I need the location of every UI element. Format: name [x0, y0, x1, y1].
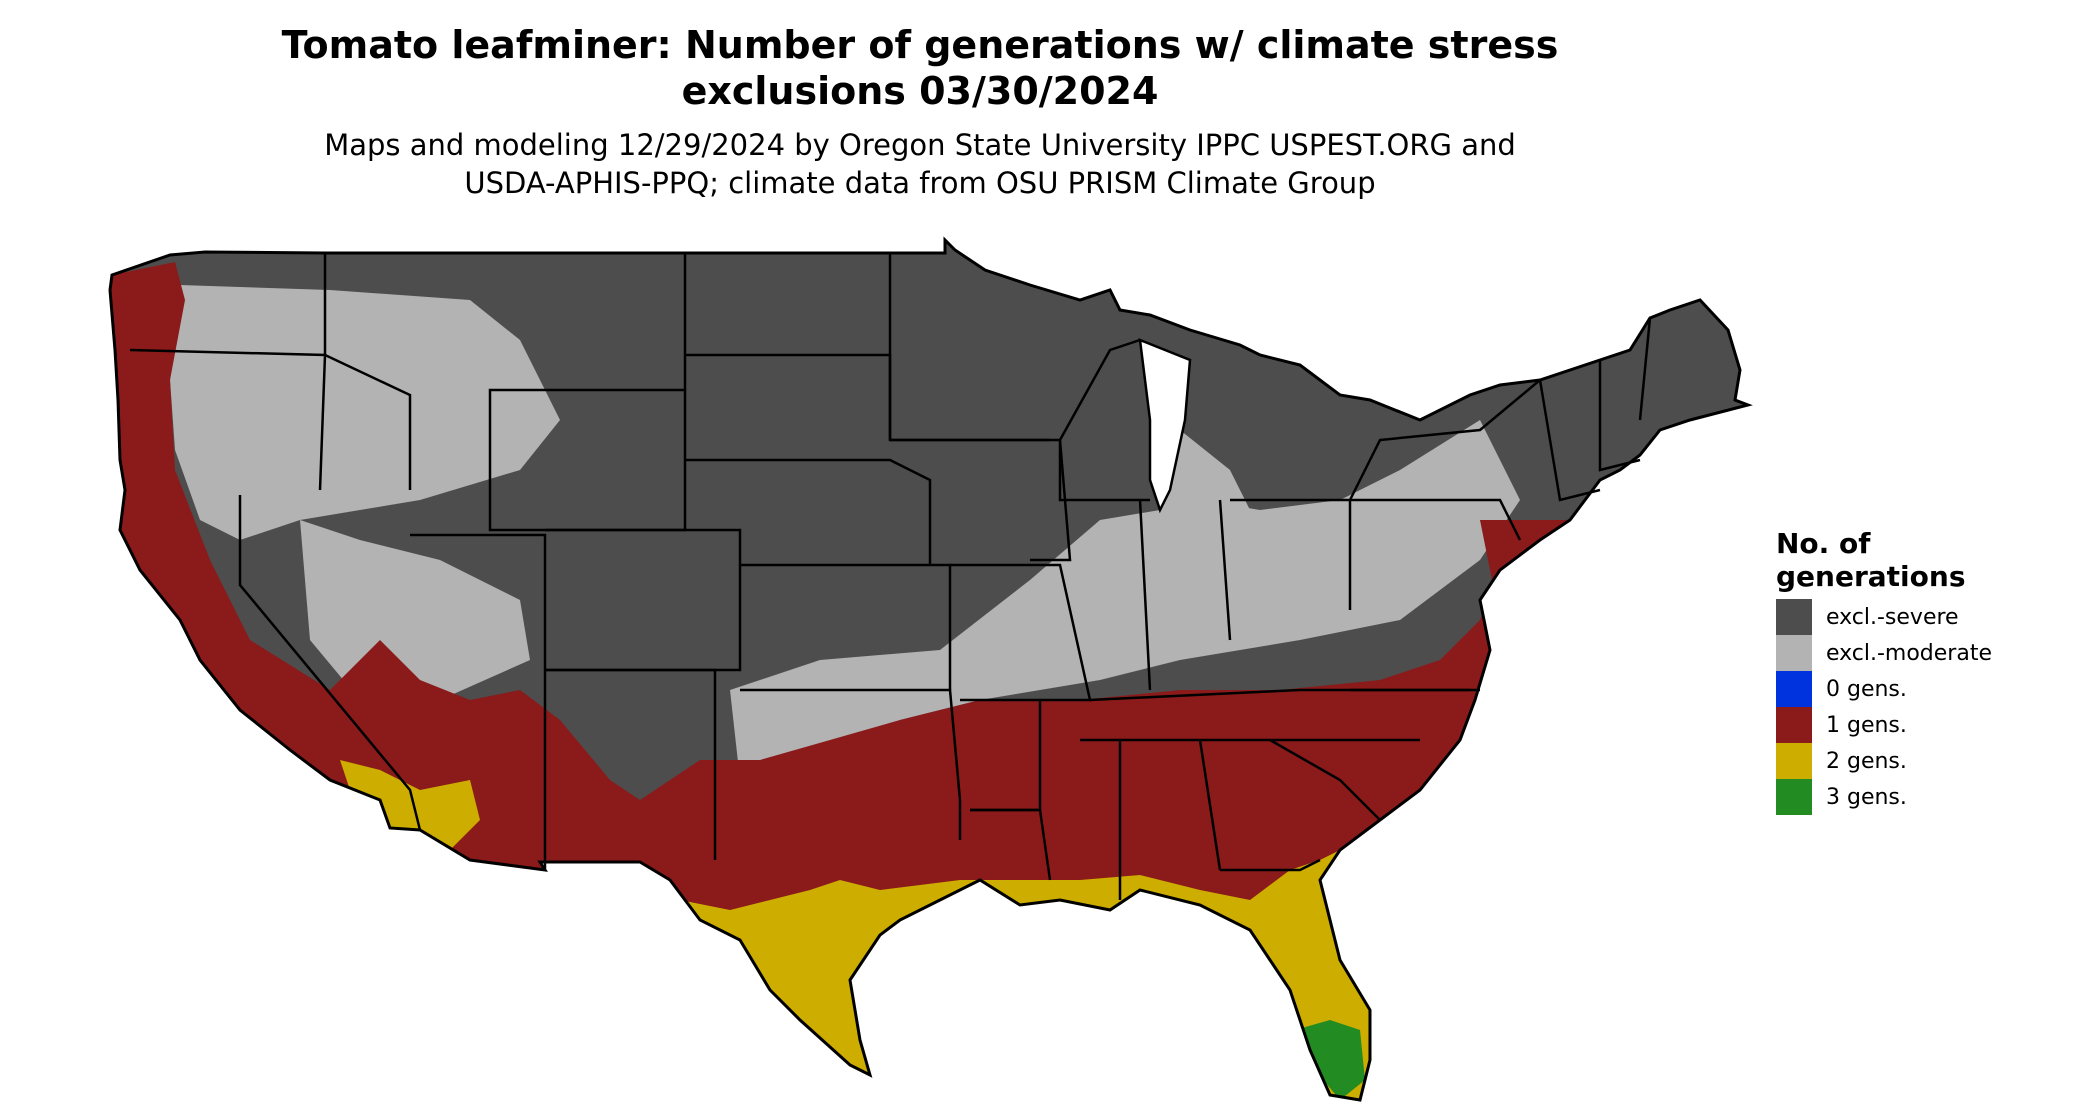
legend-swatch: [1776, 779, 1812, 815]
legend-label: 0 gens.: [1826, 676, 1907, 702]
louisiana-boundary: [970, 808, 1052, 881]
zone-moderate-michigan: [1160, 430, 1250, 510]
legend-label: excl.-severe: [1826, 604, 1959, 630]
map-title-line1: Tomato leafminer: Number of generations …: [281, 23, 1559, 67]
idaho-boundary: [323, 253, 412, 490]
legend-title: No. of generations: [1776, 527, 1992, 593]
new-york-boundary: [1348, 379, 1541, 501]
legend-label: excl.-moderate: [1826, 640, 1992, 666]
oklahoma-boundary: [740, 688, 962, 840]
legend-title-line1: No. of: [1776, 527, 1871, 560]
map-title: Tomato leafminer: Number of generations …: [0, 22, 1840, 114]
lake-michigan: [1138, 338, 1192, 514]
legend-title-line2: generations: [1776, 560, 1966, 593]
utah-arizona-boundary: [410, 533, 547, 870]
legend-item: 2 gens.: [1776, 743, 1992, 779]
pennsylvania-boundary: [1350, 498, 1522, 541]
legend: No. of generations excl.-severe excl.-mo…: [1776, 527, 1992, 815]
legend-swatch: [1776, 635, 1812, 671]
legend-swatch: [1776, 671, 1812, 707]
zone-two-generations-southwest: [340, 760, 480, 850]
legend-item: 1 gens.: [1776, 707, 1992, 743]
indiana-ohio-boundary: [1218, 499, 1232, 641]
legend-label: 2 gens.: [1826, 748, 1907, 774]
zone-two-generations-gulf: [680, 850, 1370, 1100]
zone-one-generation: [110, 262, 1570, 1100]
wisconsin-boundary: [1058, 338, 1141, 441]
legend-label: 1 gens.: [1826, 712, 1907, 738]
map-subtitle-line1: Maps and modeling 12/29/2024 by Oregon S…: [324, 128, 1516, 162]
illinois-north-boundary: [1058, 440, 1150, 502]
map-title-line2: exclusions 03/30/2024: [681, 69, 1159, 113]
nebraska-boundary: [685, 458, 932, 565]
alabama-georgia-boundary: [1198, 739, 1222, 871]
colorado-boundary: [545, 528, 742, 672]
georgia-florida-boundary: [1220, 858, 1321, 872]
georgia-south-carolina-boundary: [1269, 738, 1381, 821]
illinois-indiana-boundary: [1138, 499, 1152, 691]
zone-moderate-west: [170, 285, 560, 540]
zone-one-generation-coast: [1480, 520, 1600, 620]
state-boundaries: [129, 253, 1652, 900]
legend-swatch: [1776, 599, 1812, 635]
us-outline: [108, 236, 1753, 1102]
zone-three-generations-florida: [1295, 1020, 1365, 1100]
legend-item: excl.-moderate: [1776, 635, 1992, 671]
california-nevada-boundary: [238, 495, 422, 831]
new-england-boundary: [1538, 379, 1601, 502]
legend-swatch: [1776, 743, 1812, 779]
legend-item: 0 gens.: [1776, 671, 1992, 707]
legend-item: excl.-severe: [1776, 599, 1992, 635]
map-subtitle-line2: USDA-APHIS-PPQ; climate data from OSU PR…: [464, 166, 1376, 200]
vermont-new-hampshire-boundary: [1598, 360, 1641, 472]
maine-boundary: [1638, 317, 1652, 421]
legend-label: 3 gens.: [1826, 784, 1907, 810]
legend-item: 3 gens.: [1776, 779, 1992, 815]
zone-moderate-basin: [300, 520, 530, 700]
legend-swatch: [1776, 707, 1812, 743]
map-subtitle: Maps and modeling 12/29/2024 by Oregon S…: [0, 126, 1840, 202]
